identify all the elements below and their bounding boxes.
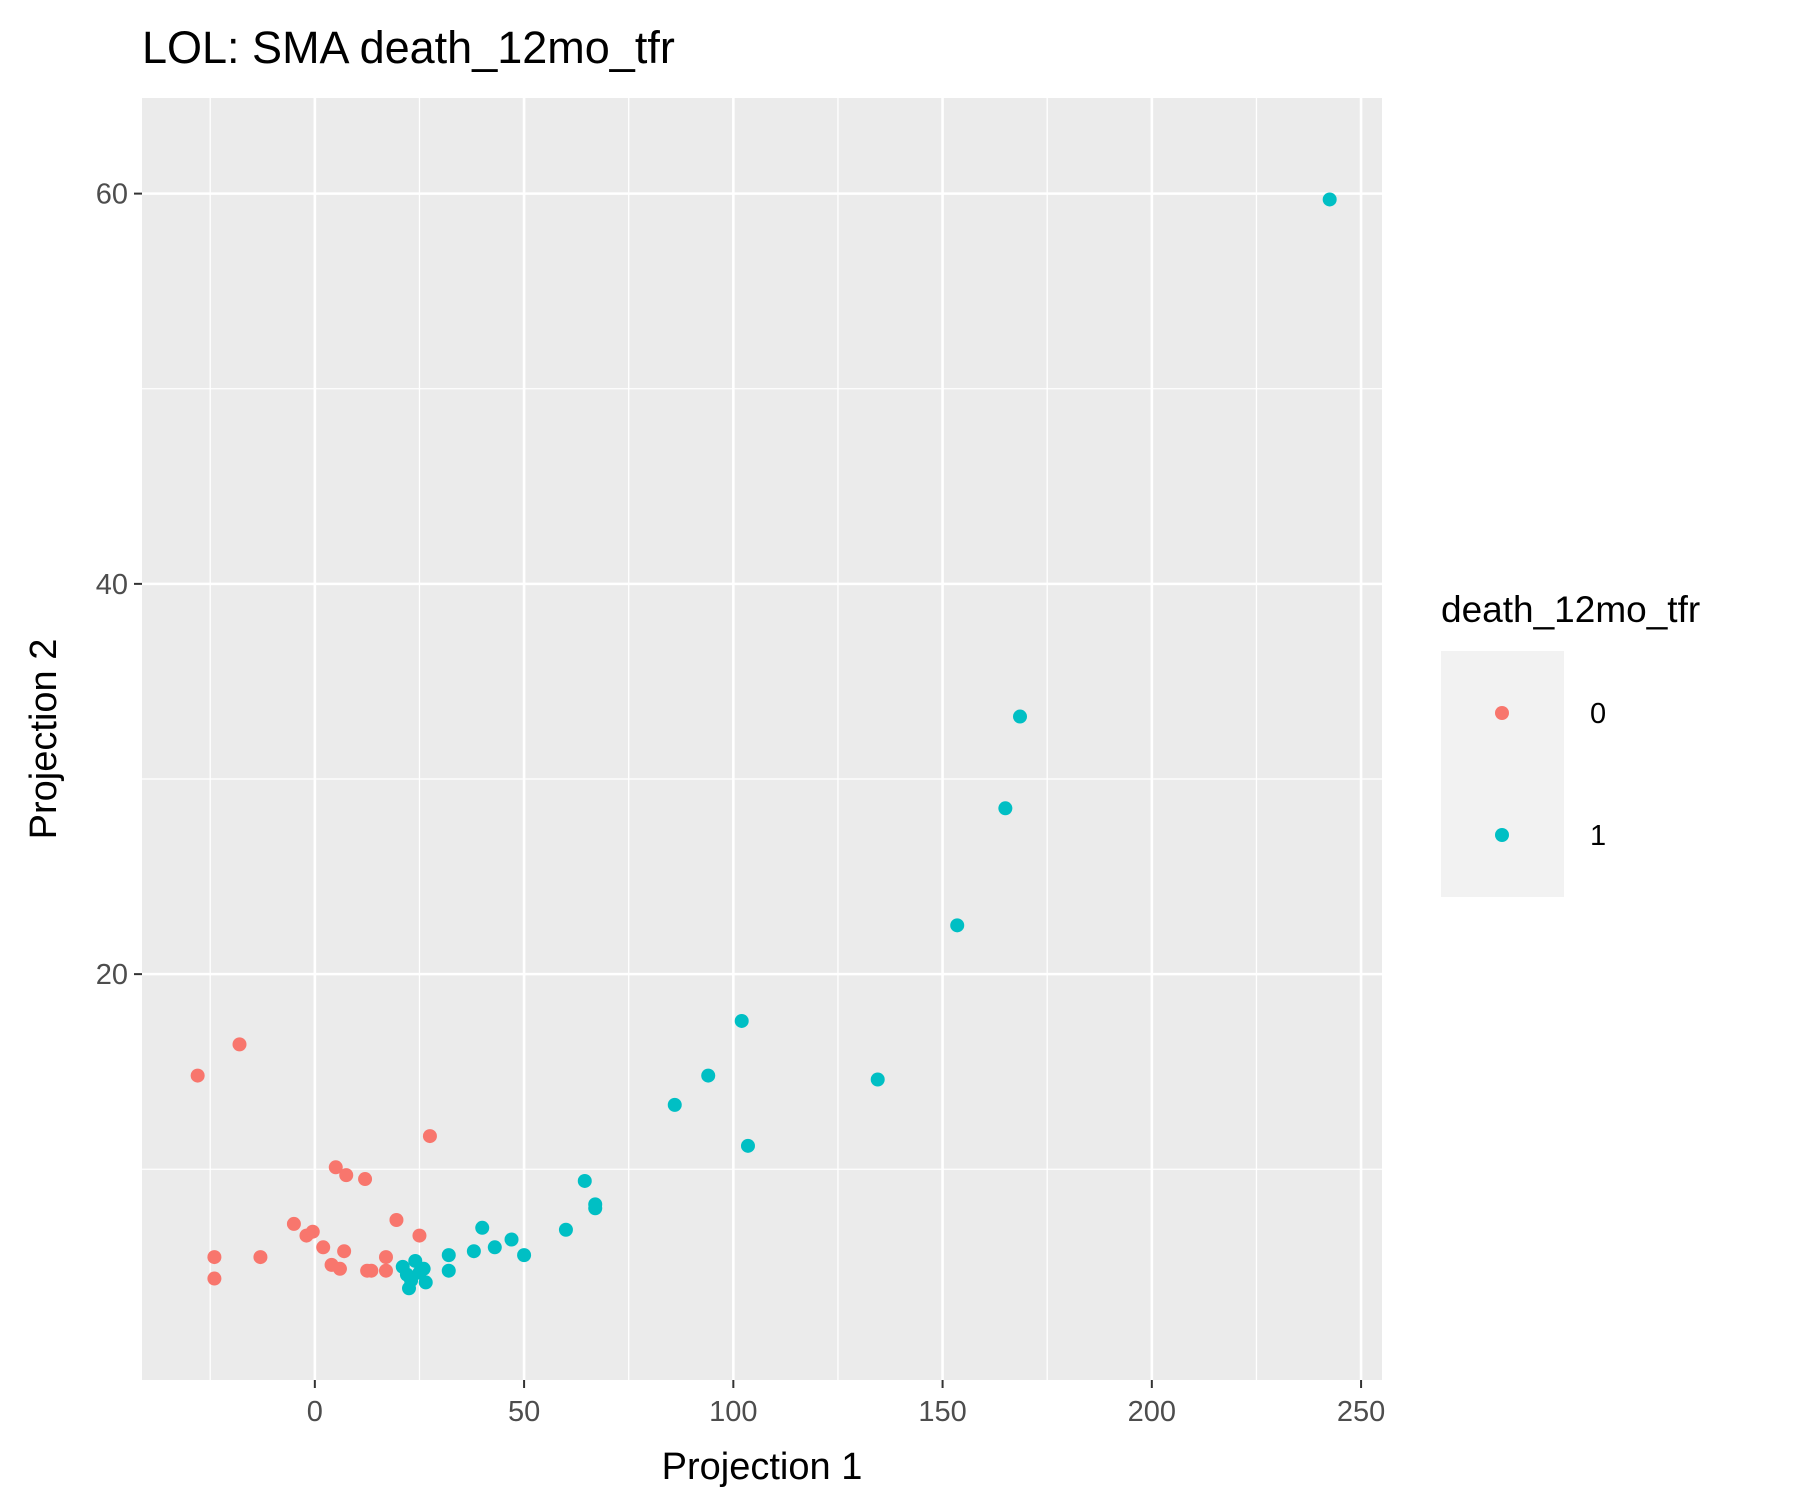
data-point-series-1 <box>517 1248 532 1263</box>
grid-major <box>142 98 1382 1380</box>
data-point-series-0 <box>422 1129 437 1144</box>
data-point-series-0 <box>328 1160 343 1175</box>
chart-title: LOL: SMA death_12mo_tfr <box>142 22 675 73</box>
y-tick-label: 40 <box>96 569 128 601</box>
data-point-series-0 <box>286 1216 301 1231</box>
data-point-series-0 <box>389 1212 404 1227</box>
y-axis-title: Projection 2 <box>23 639 65 840</box>
data-point-series-0 <box>253 1250 268 1265</box>
data-point-series-1 <box>1322 192 1337 207</box>
data-point-series-1 <box>667 1097 682 1112</box>
legend-label-1: 1 <box>1590 820 1606 852</box>
x-tick-label: 100 <box>709 1396 757 1428</box>
legend-title: death_12mo_tfr <box>1441 589 1700 630</box>
data-point-series-0 <box>190 1068 205 1083</box>
data-point-series-1 <box>950 918 965 933</box>
data-point-series-1 <box>418 1275 433 1290</box>
data-point-series-0 <box>378 1263 393 1278</box>
x-tick-label: 50 <box>508 1396 540 1428</box>
legend-key-background <box>1441 651 1564 897</box>
x-axis: 0 50 100 150 200 250 <box>307 1380 1385 1428</box>
data-point-series-1 <box>441 1248 456 1263</box>
data-point-series-0 <box>305 1224 320 1239</box>
data-point-series-0 <box>332 1261 347 1276</box>
data-point-series-0 <box>378 1250 393 1265</box>
data-point-series-1 <box>734 1013 749 1028</box>
data-point-series-1 <box>558 1222 573 1237</box>
data-point-series-1 <box>1013 709 1028 724</box>
x-tick-label: 150 <box>918 1396 966 1428</box>
y-tick-label: 60 <box>96 179 128 211</box>
data-point-series-1 <box>416 1261 431 1276</box>
data-point-series-1 <box>401 1281 416 1296</box>
x-tick-label: 200 <box>1128 1396 1176 1428</box>
x-axis-title: Projection 1 <box>662 1446 863 1488</box>
x-tick-label: 250 <box>1337 1396 1385 1428</box>
data-points <box>190 192 1337 1296</box>
x-tick-label: 0 <box>307 1396 323 1428</box>
data-point-series-0 <box>364 1263 379 1278</box>
data-point-series-1 <box>998 801 1013 816</box>
plot-panel <box>142 98 1382 1380</box>
data-point-series-1 <box>441 1263 456 1278</box>
data-point-series-0 <box>207 1250 222 1265</box>
data-point-series-1 <box>740 1138 755 1153</box>
data-point-series-1 <box>487 1240 502 1255</box>
data-point-series-0 <box>412 1228 427 1243</box>
data-point-series-0 <box>207 1271 222 1286</box>
data-point-series-1 <box>701 1068 716 1083</box>
data-point-series-1 <box>870 1072 885 1087</box>
data-point-series-0 <box>339 1168 354 1183</box>
data-point-series-1 <box>588 1201 603 1216</box>
legend-key-1 <box>1495 828 1509 842</box>
data-point-series-1 <box>475 1220 490 1235</box>
data-point-series-1 <box>504 1232 519 1247</box>
data-point-series-0 <box>358 1172 373 1187</box>
legend-key-0 <box>1495 706 1509 720</box>
legend: death_12mo_tfr 0 1 <box>1441 589 1700 897</box>
data-point-series-0 <box>337 1244 352 1259</box>
legend-label-0: 0 <box>1590 698 1606 730</box>
data-point-series-1 <box>466 1244 481 1259</box>
y-axis: 20 40 60 <box>96 179 142 991</box>
data-point-series-0 <box>316 1240 331 1255</box>
data-point-series-0 <box>232 1037 247 1052</box>
y-tick-label: 20 <box>96 959 128 991</box>
data-point-series-1 <box>577 1173 592 1188</box>
